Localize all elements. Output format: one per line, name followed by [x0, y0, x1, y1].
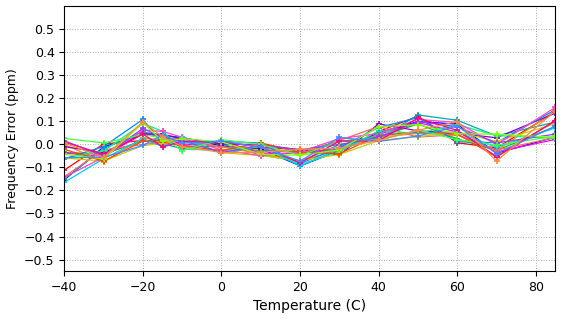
Y-axis label: Frequency Error (ppm): Frequency Error (ppm)	[6, 68, 19, 209]
X-axis label: Temperature (C): Temperature (C)	[254, 300, 366, 314]
